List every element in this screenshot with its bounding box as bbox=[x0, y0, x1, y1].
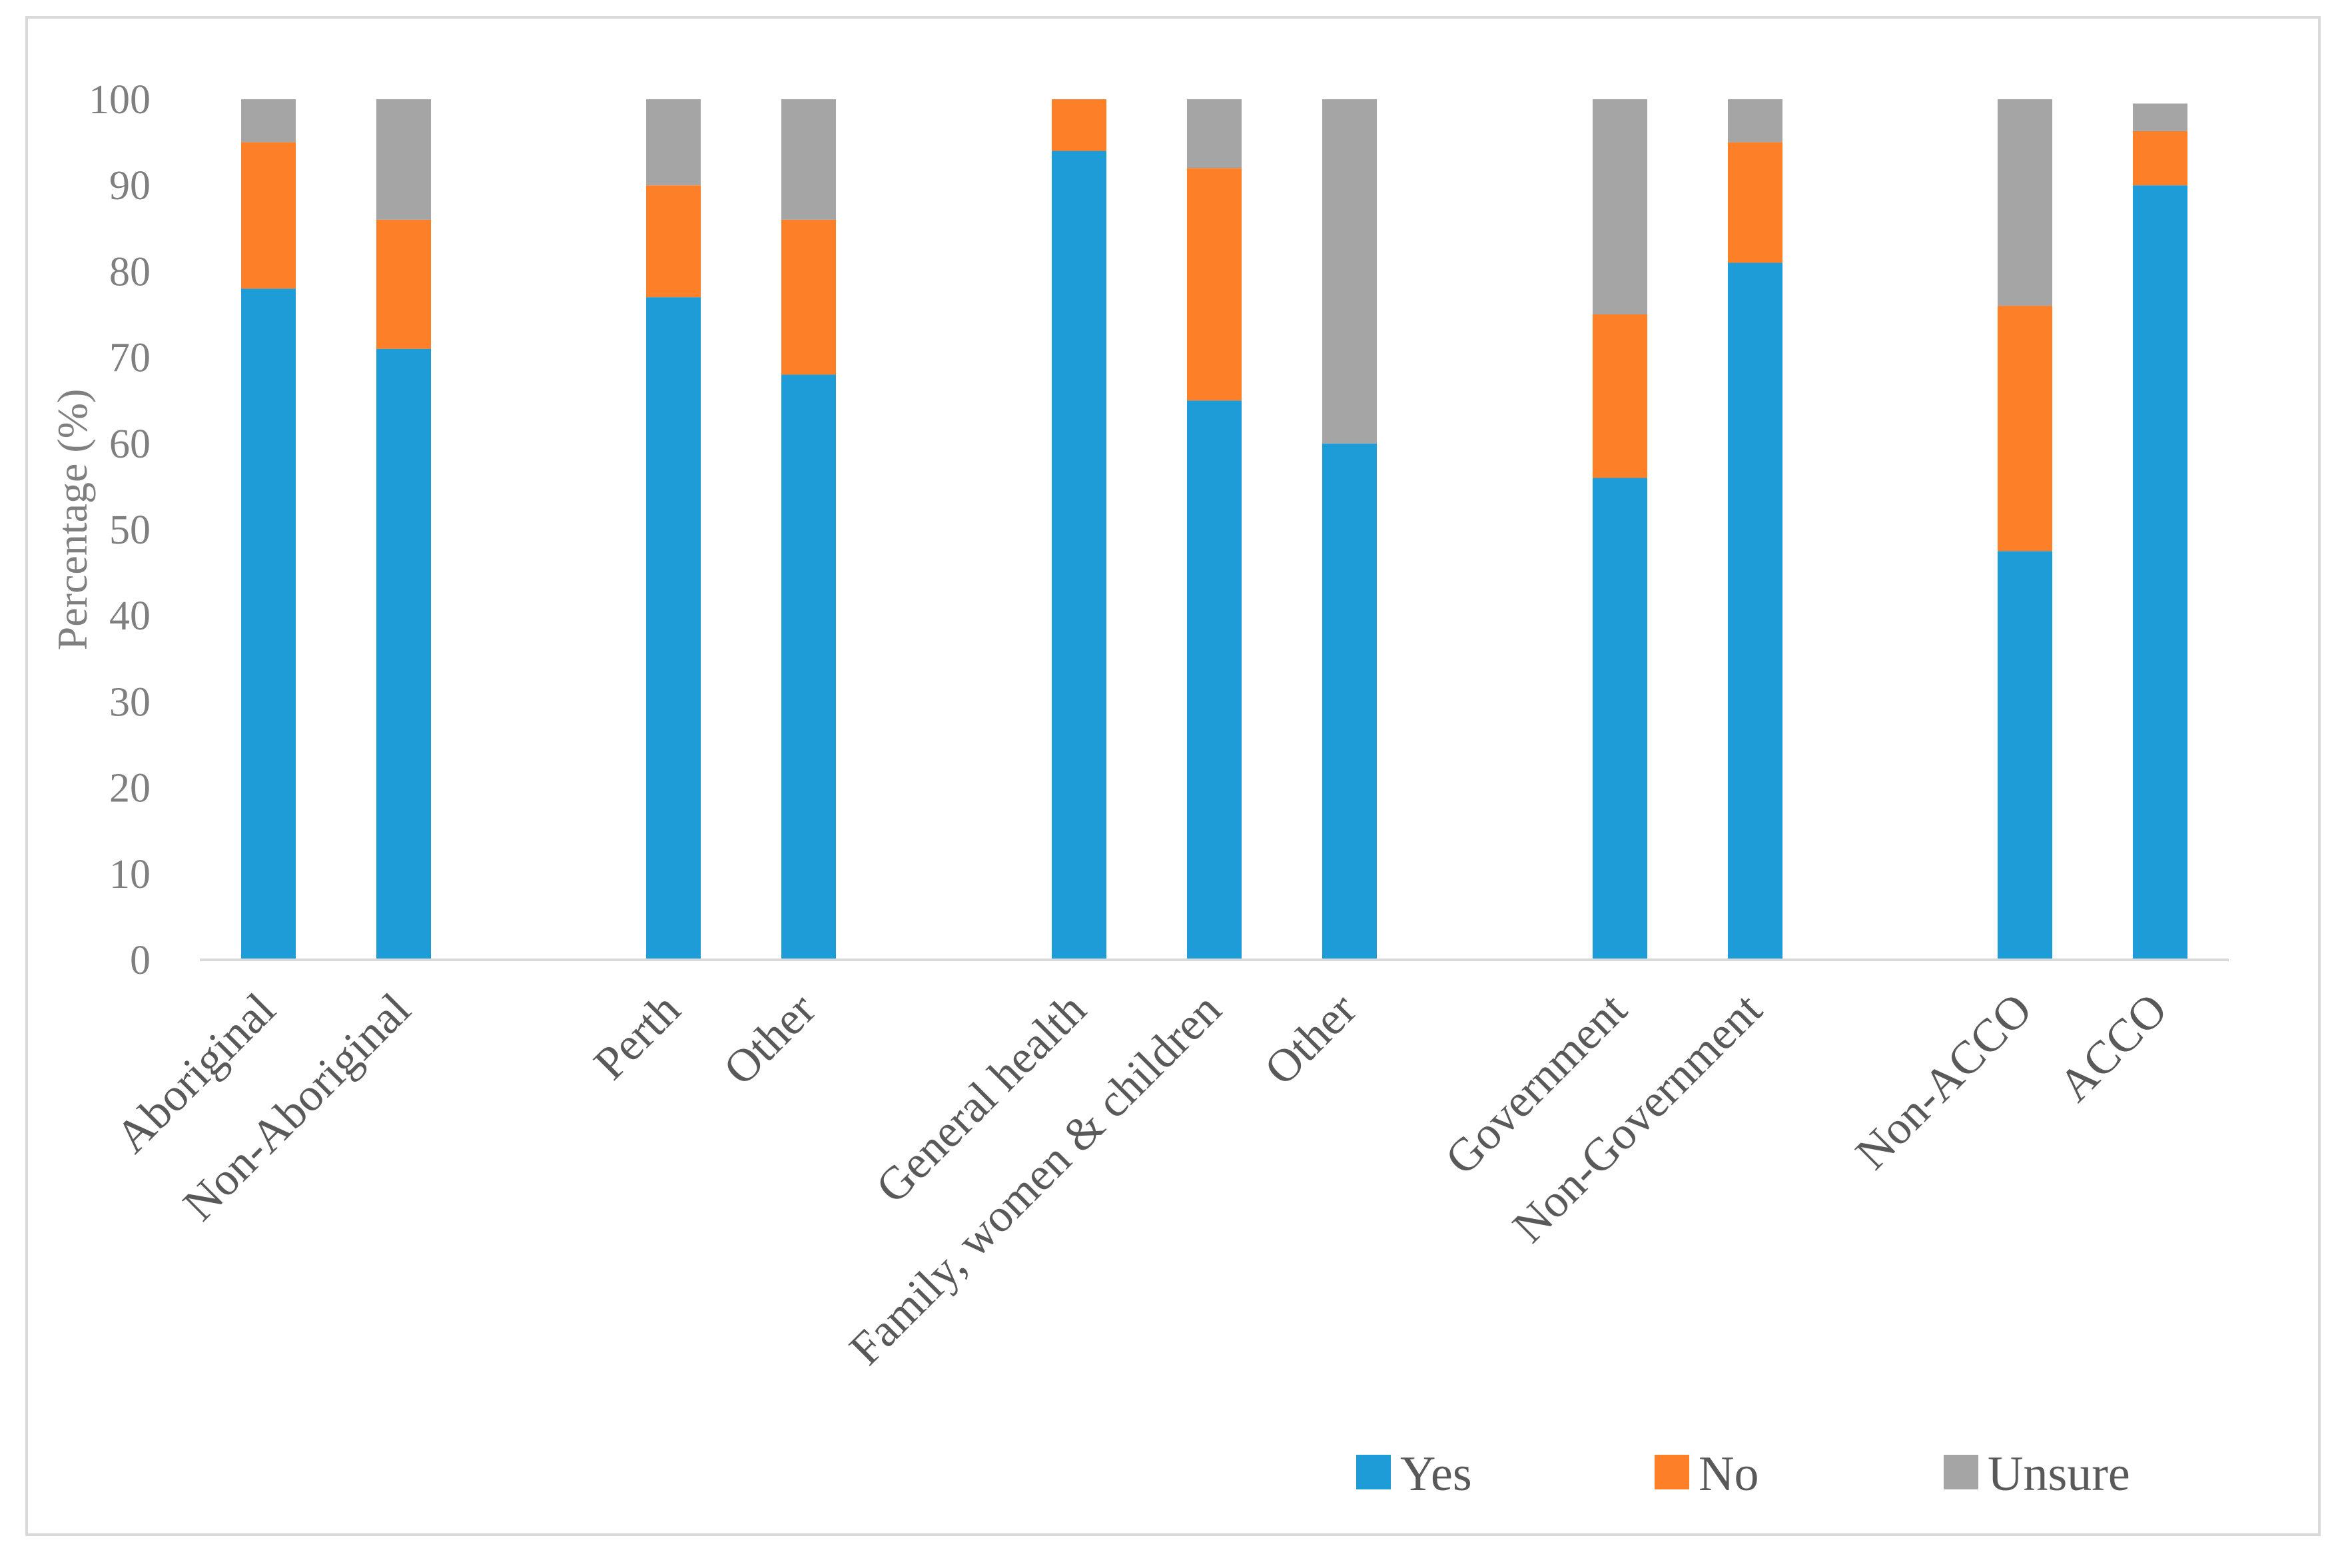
y-tick-label-70: 70 bbox=[109, 336, 151, 381]
bar-yes-9 bbox=[1728, 262, 1782, 961]
bar-yes-1 bbox=[241, 288, 296, 960]
y-tick-label-80: 80 bbox=[109, 249, 151, 294]
bar-yes-11 bbox=[2133, 185, 2187, 961]
bar-no-4 bbox=[781, 219, 836, 375]
legend-swatch-unsure bbox=[1944, 1455, 1978, 1489]
bar-no-11 bbox=[2133, 131, 2187, 186]
bar-no-8 bbox=[1593, 314, 1647, 478]
y-tick-label-90: 90 bbox=[109, 163, 151, 208]
y-tick-label-10: 10 bbox=[109, 852, 151, 897]
y-axis-title-group: Percentage (%) bbox=[49, 389, 96, 651]
bar-unsure-4 bbox=[781, 99, 836, 220]
legend-swatch-yes bbox=[1356, 1455, 1391, 1489]
x-category-label-11: ACCO bbox=[2049, 984, 2177, 1112]
bar-unsure-2 bbox=[376, 99, 431, 220]
bar-unsure-7 bbox=[1322, 99, 1377, 444]
x-category-label-10: Non-ACCO bbox=[1846, 984, 2042, 1180]
y-tick-label-20: 20 bbox=[109, 766, 151, 811]
legend: Yes No Unsure bbox=[1356, 1447, 2130, 1501]
y-tick-label-100: 100 bbox=[89, 77, 151, 123]
bar-yes-6 bbox=[1187, 400, 1242, 960]
bar-yes-3 bbox=[646, 297, 701, 960]
bar-yes-8 bbox=[1593, 478, 1647, 960]
legend-label-yes: Yes bbox=[1400, 1447, 1472, 1501]
bar-unsure-3 bbox=[646, 99, 701, 186]
y-axis-title: Percentage (%) bbox=[49, 389, 96, 651]
bar-no-1 bbox=[241, 142, 296, 289]
bar-no-3 bbox=[646, 185, 701, 298]
x-category-label-7: Other bbox=[1255, 984, 1366, 1095]
y-axis-ticks: 0 10 20 30 40 50 60 70 80 90 100 bbox=[89, 77, 151, 983]
bar-no-10 bbox=[1998, 306, 2052, 552]
bar-yes-4 bbox=[781, 374, 836, 960]
legend-label-unsure: Unsure bbox=[1988, 1447, 2130, 1501]
bar-yes-10 bbox=[1998, 551, 2052, 960]
bar-no-5 bbox=[1052, 99, 1106, 151]
bar-no-9 bbox=[1728, 142, 1782, 263]
legend-swatch-no bbox=[1655, 1455, 1689, 1489]
bars bbox=[241, 99, 2187, 961]
bar-unsure-9 bbox=[1728, 99, 1782, 143]
bar-yes-7 bbox=[1322, 443, 1377, 960]
y-tick-label-30: 30 bbox=[109, 679, 151, 725]
x-category-label-3: Perth bbox=[584, 984, 690, 1090]
bar-no-2 bbox=[376, 219, 431, 349]
bar-unsure-10 bbox=[1998, 99, 2052, 306]
bar-unsure-1 bbox=[241, 99, 296, 143]
y-tick-label-60: 60 bbox=[109, 422, 151, 467]
bar-no-6 bbox=[1187, 168, 1242, 401]
y-tick-label-40: 40 bbox=[109, 593, 151, 639]
y-tick-label-50: 50 bbox=[109, 508, 151, 553]
bar-unsure-6 bbox=[1187, 99, 1242, 169]
bar-unsure-11 bbox=[2133, 103, 2187, 131]
bar-yes-5 bbox=[1052, 151, 1106, 960]
y-tick-label-0: 0 bbox=[130, 938, 151, 983]
bar-unsure-8 bbox=[1593, 99, 1647, 314]
x-category-label-4: Other bbox=[714, 984, 825, 1095]
x-category-label-2: Non-Aboriginal bbox=[174, 984, 421, 1231]
legend-label-no: No bbox=[1699, 1447, 1759, 1501]
x-category-label-9: Non-Government bbox=[1503, 983, 1772, 1252]
bar-yes-2 bbox=[376, 348, 431, 960]
